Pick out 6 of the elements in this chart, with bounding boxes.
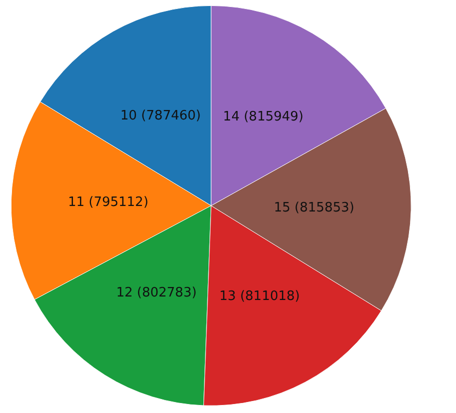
slice-label: 10 (787460): [120, 108, 201, 124]
slice-label: 11 (795112): [68, 195, 148, 210]
slice-label: 13 (811018): [219, 289, 300, 304]
slice-label: 15 (815853): [274, 200, 354, 216]
slice-label: 12 (802783): [116, 285, 197, 300]
slice-label: 14 (815949): [223, 109, 304, 124]
